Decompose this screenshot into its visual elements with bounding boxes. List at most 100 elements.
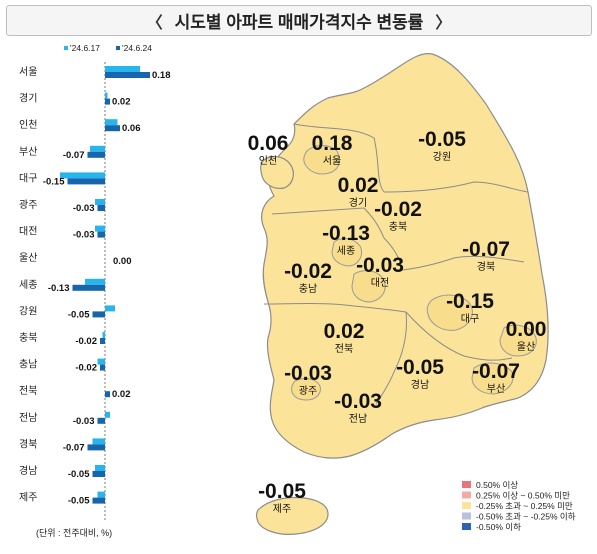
region-name: 충남 [299,283,317,295]
data-label: -0.13 [48,283,70,294]
unit-note: (단위 : 전주대비, %) [36,528,112,538]
region-name: 충북 [389,221,407,233]
region-value: -0.03 [356,254,404,277]
region-value: -0.05 [258,480,306,503]
title-bar: 〈 시도별 아파트 매매가격지수 변동률 〉 [6,5,592,36]
bar [105,72,150,78]
data-label: -0.02 [75,363,97,374]
bar [97,231,105,238]
bar-row: 대전 -0.03 [19,225,105,241]
data-label: 0.06 [122,123,141,134]
category-label: 세종 [19,279,37,291]
category-label: 대전 [19,226,37,238]
bar [97,491,105,498]
bar-row: 전북 0.02 [19,385,131,400]
category-label: 제주 [19,492,37,504]
chevron-right-icon[interactable]: 〉 [435,14,452,32]
bar-row: 강원 -0.05 [19,305,115,320]
category-label: 인천 [19,119,37,131]
category-label: 전북 [19,385,37,397]
category-label: 경기 [19,92,37,105]
category-label: 경북 [19,437,37,450]
bar [100,364,105,371]
region-value: -0.15 [446,290,494,313]
chevron-left-icon[interactable]: 〈 [146,14,163,32]
region-name: 강원 [433,151,451,163]
data-label: -0.05 [68,309,90,320]
region-name: 서울 [323,155,341,167]
region-value: 0.02 [324,320,365,343]
sejong-area [331,238,363,267]
map-legend-swatch [462,491,471,499]
bar [102,332,105,338]
bar [105,119,118,126]
legend-label: '24.6.17 [70,43,100,53]
region-name: 울산 [517,341,535,353]
legend-label: '24.6.24 [122,43,152,53]
bar-row: 충남 -0.02 [19,358,105,374]
bar-row: 세종 -0.13 [19,278,105,294]
incheon-area [260,155,294,189]
data-label: -0.07 [63,150,85,161]
region-name: 경남 [411,378,429,391]
map-legend-swatch [462,512,471,520]
bar [67,178,105,185]
bar-row: 경기 0.02 [19,92,131,108]
bar [92,497,105,504]
region-name: 경기 [349,196,367,209]
region-value: -0.05 [396,356,444,379]
daejeon-area [351,270,386,303]
map-legend-label: -0.25% 초과 ~ 0.25% 미만 [476,501,573,511]
bar [105,305,115,312]
region-name: 경북 [477,260,495,273]
data-label: -0.15 [43,176,65,187]
bar [97,417,105,424]
map-legend-label: -0.50% 이하 [476,522,521,532]
region-value: -0.07 [462,238,510,261]
category-label: 강원 [19,305,37,317]
bar-row: 서울 0.18 [19,66,171,81]
jeju-island [255,496,329,535]
data-label: -0.07 [63,442,85,453]
region-name: 세종 [337,245,355,257]
bar [97,358,105,365]
bar [85,278,105,285]
bar [87,151,105,158]
gwangju-area [291,378,321,401]
map-legend: 0.50% 이상0.25% 이상 ~ 0.50% 미만-0.25% 초과 ~ 0… [462,480,576,532]
region-value: 0.18 [312,132,353,155]
bar [105,411,110,418]
bar [95,225,105,232]
bar [90,145,105,152]
busan-area [471,362,514,395]
map-legend-label: -0.50% 초과 ~ -0.25% 이하 [476,512,576,522]
bar-row: 광주 -0.03 [19,199,105,214]
province-boundaries [263,123,529,405]
map-legend-swatch [462,481,471,488]
bar-row: 경남 -0.05 [19,464,105,480]
region-name: 인천 [259,155,277,167]
bar-row: 울산 0.00 [19,252,132,267]
bar-row: 대구 -0.15 [19,172,105,187]
bar-row: 제주 -0.05 [19,491,105,507]
region-value: -0.03 [284,362,332,385]
region-name: 제주 [273,503,291,515]
data-label: -0.02 [75,336,97,347]
bar [105,66,140,72]
data-label: -0.05 [68,496,90,507]
category-label: 서울 [19,66,37,78]
daegu-area [426,294,473,331]
ulsan-area [499,324,537,357]
bar [72,284,105,291]
region-value: -0.02 [284,260,332,283]
region-value: 0.02 [338,174,379,197]
region-value: -0.13 [322,222,370,245]
category-label: 전남 [19,412,37,424]
bar-row: 인천 0.06 [19,119,141,134]
